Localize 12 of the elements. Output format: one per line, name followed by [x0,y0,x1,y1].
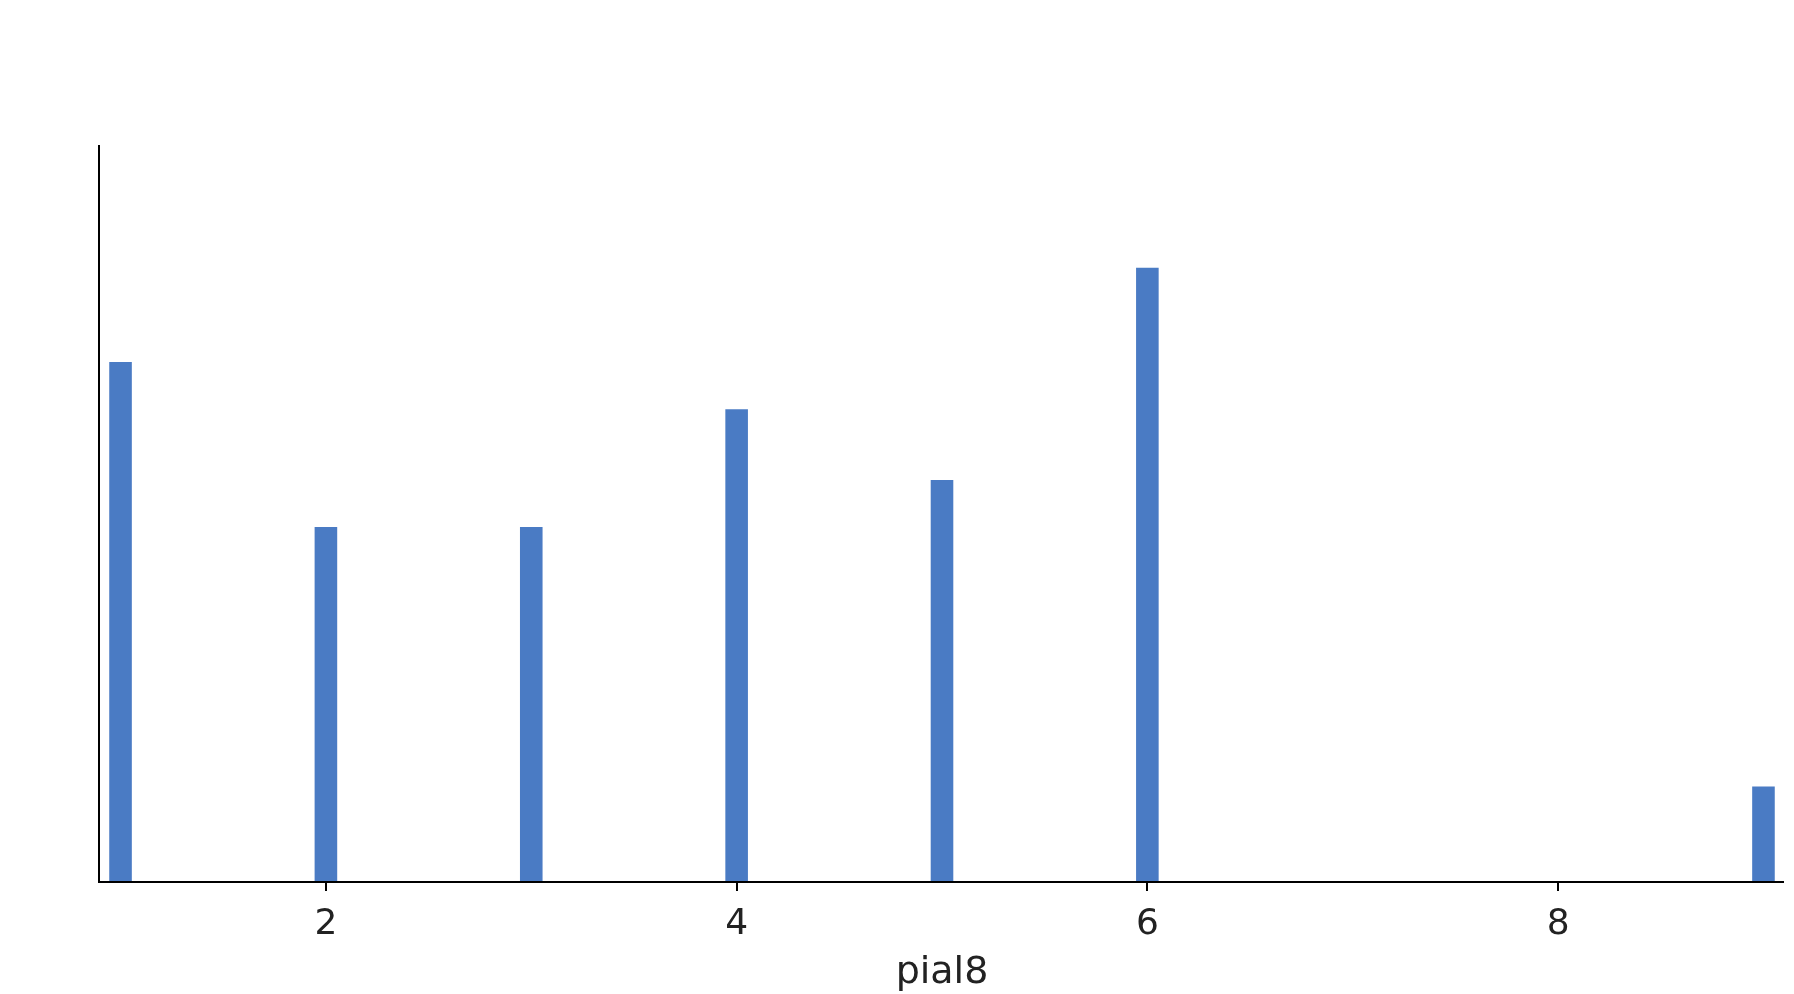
x-tick-label: 6 [1135,901,1159,943]
x-tick-label: 8 [1546,901,1570,943]
bar [519,527,543,881]
bar [314,527,338,881]
bar [725,409,748,881]
bar [1752,786,1775,881]
bar [1136,267,1159,881]
x-tick-label: 2 [314,901,338,943]
bar [109,362,132,881]
x-tick-label: 4 [725,901,749,943]
bar [930,479,954,881]
x-axis-title: pial8 [895,947,989,992]
